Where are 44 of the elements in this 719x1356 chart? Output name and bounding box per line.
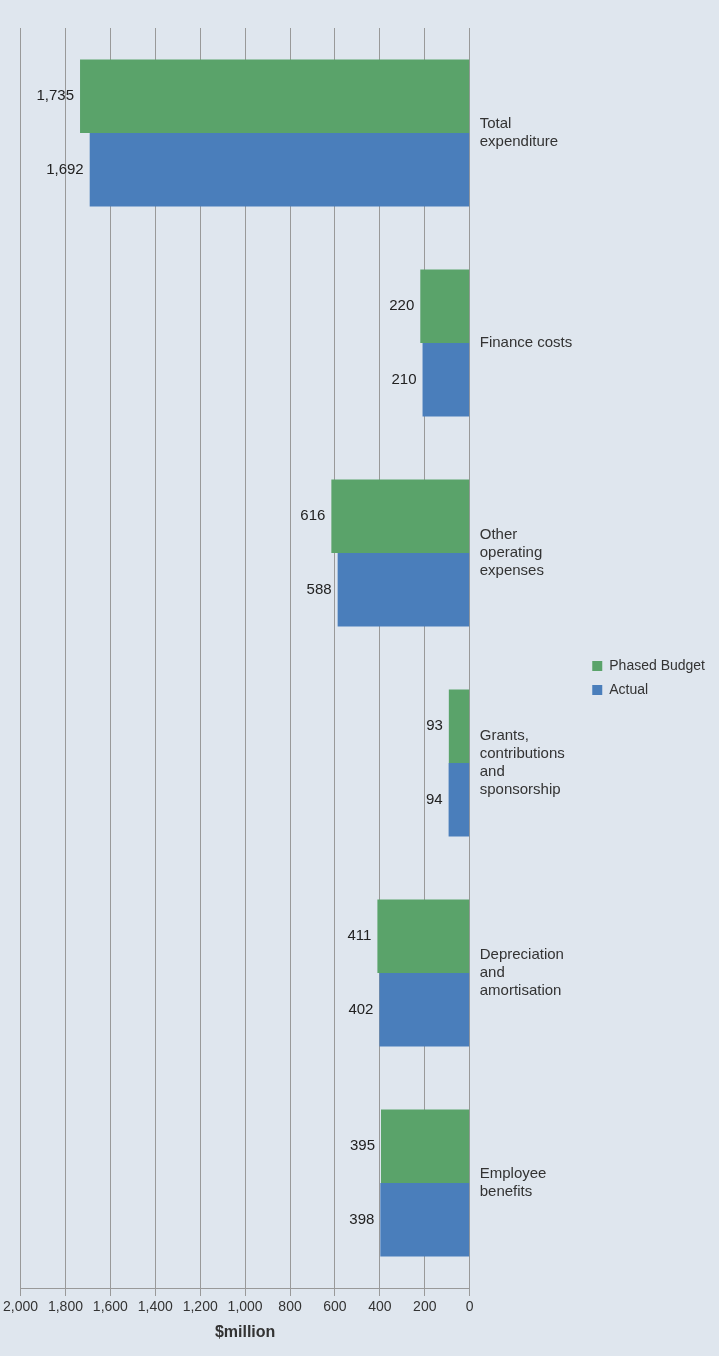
bar [381,1109,470,1183]
x-tick-label: 1,800 [47,1298,84,1315]
data-label: 220 [389,296,415,314]
x-tick-label: 1,400 [137,1298,173,1315]
bar [331,479,470,553]
legend-label: Actual [609,680,649,697]
data-label: 1,735 [36,86,75,104]
x-tick-label: 600 [323,1298,347,1315]
x-tick-label: 1,600 [92,1298,129,1315]
y-tick-label: Depreciation and amortisation [479,945,564,999]
x-tick-label: 800 [278,1298,302,1315]
data-label: 402 [348,999,374,1017]
x-tick-label: 400 [368,1298,392,1315]
data-label: 616 [300,506,326,524]
y-tick-label: Total expenditure [479,114,559,150]
x-tick-label: 0 [465,1298,474,1315]
data-label: 94 [425,789,443,807]
legend-label: Phased Budget [609,656,706,673]
y-tick-label: Grants, contributions and sponsorship [479,726,565,798]
bar [448,763,470,837]
data-label: 398 [349,1209,375,1227]
bar [80,59,470,133]
y-tick-label: Finance costs [479,333,573,351]
data-label: 411 [347,926,372,944]
bar [380,1183,470,1257]
data-label: 588 [306,579,332,597]
bar [337,553,470,627]
bar [379,973,470,1047]
data-label: 210 [391,369,417,387]
x-axis-title: $million [214,1322,276,1340]
y-tick-label: Employee benefits [479,1164,547,1200]
bar [422,343,470,417]
bar [420,269,470,343]
bar [448,689,470,763]
bar [377,899,470,973]
data-label: 1,692 [46,159,84,177]
x-tick-label: 200 [413,1298,437,1315]
x-tick-label: 1,000 [227,1298,263,1315]
data-label: 395 [349,1136,375,1154]
bar [89,133,470,207]
x-tick-label: 1,200 [182,1298,218,1315]
x-tick-label: 2,000 [2,1298,39,1315]
data-label: 93 [426,716,443,734]
y-tick-label: Other operating expenses [479,525,544,579]
